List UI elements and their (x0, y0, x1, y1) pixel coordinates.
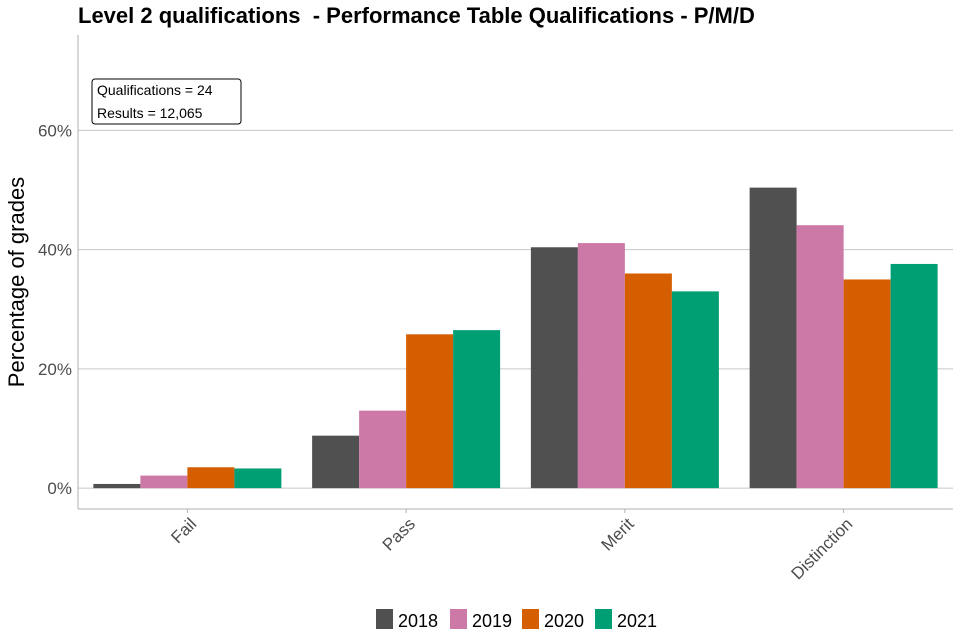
bar-merit-2021 (671, 291, 719, 489)
bar-merit-2018 (530, 247, 578, 489)
y-tick-label: 40% (38, 241, 72, 260)
legend-swatch-2018 (376, 609, 393, 629)
bar-pass-2021 (453, 330, 501, 489)
legend-label-2020: 2020 (544, 611, 584, 631)
bar-fail-2021 (234, 468, 282, 489)
x-tick-label: Distinction (788, 514, 857, 583)
x-tick-label: Fail (167, 514, 200, 547)
legend-label-2021: 2021 (617, 611, 657, 631)
annotation-qualifications: Qualifications = 24 (97, 82, 213, 98)
annotation-box: Qualifications = 24 Results = 12,065 (91, 78, 242, 125)
annotation-frame (91, 78, 242, 125)
chart-title: Level 2 qualifications - Performance Tab… (78, 3, 755, 28)
y-axis-title: Percentage of grades (4, 177, 29, 387)
x-tick-label: Pass (379, 514, 419, 554)
bar-pass-2020 (406, 334, 454, 489)
bar-distinction-2019 (796, 225, 844, 489)
axes (77, 35, 953, 513)
bar-fail-2018 (93, 483, 141, 489)
legend: 2018 2019 2020 2021 (376, 609, 657, 631)
bar-pass-2019 (359, 410, 407, 489)
annotation-results: Results = 12,065 (97, 105, 203, 121)
bar-distinction-2021 (890, 263, 938, 489)
bar-distinction-2018 (749, 187, 797, 489)
bar-merit-2020 (624, 273, 672, 489)
legend-label-2018: 2018 (398, 611, 438, 631)
y-tick-label: 20% (38, 360, 72, 379)
bar-distinction-2020 (843, 279, 891, 489)
legend-swatch-2019 (450, 609, 467, 629)
legend-label-2019: 2019 (472, 611, 512, 631)
legend-swatch-2021 (595, 609, 612, 629)
bar-fail-2020 (187, 467, 235, 489)
y-tick-label: 60% (38, 121, 72, 140)
y-tick-label: 0% (47, 479, 72, 498)
x-tick-label: Merit (598, 514, 638, 554)
legend-swatch-2020 (522, 609, 539, 629)
bar-fail-2019 (140, 475, 188, 489)
bars (93, 187, 938, 489)
bar-pass-2018 (312, 435, 360, 489)
bar-merit-2019 (577, 243, 625, 489)
